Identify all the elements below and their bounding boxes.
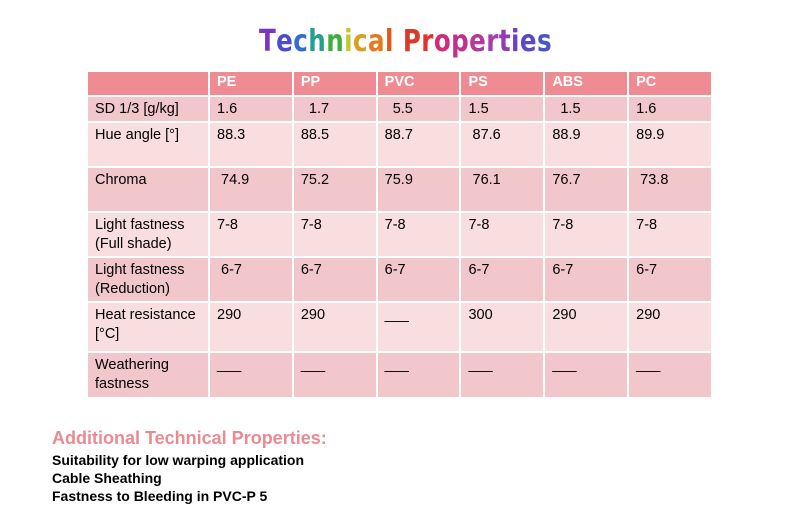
value-cell: 6-7: [291, 256, 378, 303]
title-letter: n: [326, 24, 345, 59]
title-letter: c: [352, 24, 368, 59]
title-letter: P: [402, 24, 422, 59]
value-cell: 1.6: [627, 95, 713, 123]
value-cell: 1.5: [459, 95, 546, 123]
header-cell-pe: PE: [208, 70, 294, 97]
value-cell: 76.1: [459, 166, 546, 213]
table-row: Heat resistance [°C] 290 290 ___ 300 290 290: [86, 301, 713, 353]
additional-item-cable: Cable Sheathing: [52, 470, 162, 486]
row-label-cell: Heat resistance [°C]: [86, 301, 210, 353]
title-letter: r: [486, 24, 499, 59]
value-cell: 76.7: [543, 166, 630, 213]
value-cell: ___: [208, 351, 294, 399]
value-cell: ___: [627, 351, 713, 399]
additional-item-bleeding: Fastness to Bleeding in PVC-P 5: [52, 488, 268, 504]
value-cell: 1.7: [291, 95, 378, 123]
value-cell: 1.5: [543, 95, 630, 123]
title-letter: e: [469, 24, 487, 59]
value-cell: 6-7: [208, 256, 294, 303]
row-label-cell: Light fastness (Full shade): [86, 211, 210, 258]
value-cell: 88.3: [208, 121, 294, 168]
title-letter: e: [276, 24, 294, 59]
table-header-row: PE PP PVC PS ABS PC: [86, 70, 713, 97]
value-cell: 7-8: [543, 211, 630, 258]
header-cell-ps: PS: [459, 70, 546, 97]
title-letter: r: [421, 24, 434, 59]
title-letter: c: [293, 24, 309, 59]
table-row: Light fastness (Reduction) 6-7 6-7 6-7 6-7 6…: [86, 256, 713, 303]
value-cell: ___: [543, 351, 630, 399]
value-cell: 300: [459, 301, 546, 353]
row-label-cell: Chroma: [86, 166, 210, 213]
value-cell: ___: [375, 301, 462, 353]
title-letter: l: [385, 24, 394, 59]
title-letter: i: [344, 24, 353, 59]
table-row: Weathering fastness ___ ___ ___ ___ ___ ___: [86, 351, 713, 399]
title-letter: p: [451, 24, 470, 59]
value-cell: 7-8: [291, 211, 378, 258]
value-cell: 5.5: [375, 95, 462, 123]
value-cell: 7-8: [375, 211, 462, 258]
row-label-cell: SD 1/3 [g/kg]: [86, 95, 210, 123]
table-row: SD 1/3 [g/kg] 1.6 1.7 5.5 1.5 1.5 1.6: [86, 95, 713, 123]
row-label-cell: Weathering fastness: [86, 351, 210, 399]
title-letter: [394, 24, 403, 59]
value-cell: ___: [459, 351, 546, 399]
title-letter: e: [519, 24, 537, 59]
value-cell: 74.9: [208, 166, 294, 213]
title-letter: h: [308, 24, 327, 59]
value-cell: 1.6: [208, 95, 294, 123]
title-letter: T: [258, 24, 277, 59]
value-cell: 6-7: [375, 256, 462, 303]
value-cell: 7-8: [459, 211, 546, 258]
properties-table: PE PP PVC PS ABS PC SD 1/3 [g/kg] 1.6 1.7…: [86, 70, 713, 399]
header-cell-pp: PP: [291, 70, 378, 97]
value-cell: ___: [291, 351, 378, 399]
value-cell: 6-7: [543, 256, 630, 303]
header-cell-pc: PC: [627, 70, 713, 97]
title-letter: i: [510, 24, 520, 59]
value-cell: 7-8: [627, 211, 713, 258]
value-cell: 89.9: [627, 121, 713, 168]
row-label-cell: Hue angle [°]: [86, 121, 210, 168]
value-cell: 6-7: [459, 256, 546, 303]
additional-item-warping: Suitability for low warping application: [52, 452, 305, 468]
title-letter: o: [433, 24, 452, 59]
title-letter: t: [498, 24, 511, 59]
value-cell: 7-8: [208, 211, 294, 258]
table-row: Chroma 74.9 75.2 75.9 76.1 76.7 73.8: [86, 166, 713, 213]
page-title: Technical Properties: [73, 24, 738, 59]
row-label-cell: Light fastness (Reduction): [86, 256, 210, 303]
value-cell: 88.9: [543, 121, 630, 168]
value-cell: 88.5: [291, 121, 378, 168]
header-cell-blank: [86, 70, 210, 97]
value-cell: 290: [208, 301, 294, 353]
value-cell: 290: [627, 301, 713, 353]
header-cell-abs: ABS: [543, 70, 630, 97]
additional-properties: Additional Technical Properties: Suitabi…: [52, 428, 327, 505]
header-cell-pvc: PVC: [375, 70, 462, 97]
value-cell: 73.8: [627, 166, 713, 213]
table-row: Light fastness (Full shade) 7-8 7-8 7-8 7-8 7…: [86, 211, 713, 258]
value-cell: 290: [291, 301, 378, 353]
value-cell: 290: [543, 301, 630, 353]
value-cell: 87.6: [459, 121, 546, 168]
value-cell: 75.2: [291, 166, 378, 213]
value-cell: 75.9: [375, 166, 462, 213]
value-cell: 88.7: [375, 121, 462, 168]
title-letter: s: [536, 24, 553, 59]
table-row: Hue angle [°] 88.3 88.5 88.7 87.6 88.9 89.9: [86, 121, 713, 168]
value-cell: ___: [375, 351, 462, 399]
value-cell: 6-7: [627, 256, 713, 303]
title-letter: a: [367, 24, 385, 59]
additional-properties-title: Additional Technical Properties:: [52, 428, 327, 448]
